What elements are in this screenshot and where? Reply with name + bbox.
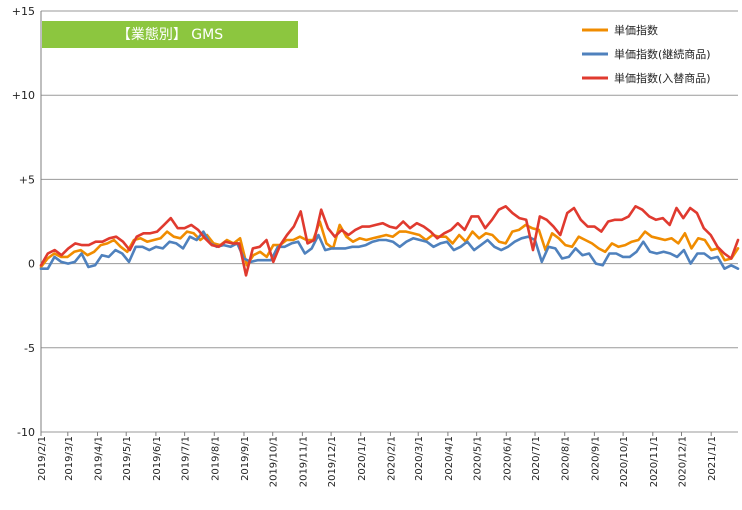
x-tick-label: 2019/6/1 bbox=[152, 436, 163, 481]
x-tick-label: 2019/3/1 bbox=[64, 436, 75, 481]
x-tick-label: 2020/7/1 bbox=[531, 436, 542, 481]
x-tick-label: 2019/12/1 bbox=[327, 436, 338, 487]
legend-label: 単価指数(継続商品) bbox=[614, 47, 711, 61]
chart-title-box: 【業態別】 GMS bbox=[42, 21, 298, 48]
x-tick-label: 2020/1/1 bbox=[357, 436, 368, 481]
x-tick-label: 2020/5/1 bbox=[473, 436, 484, 481]
series-line-1 bbox=[39, 220, 740, 269]
x-tick-label: 2021/1/1 bbox=[707, 436, 718, 481]
x-tick-label: 2020/2/1 bbox=[386, 436, 397, 481]
y-tick-label: +5 bbox=[19, 173, 35, 186]
x-tick-label: 2020/3/1 bbox=[414, 436, 425, 481]
chart-title: 【業態別】 GMS bbox=[117, 27, 223, 43]
y-tick-label: -10 bbox=[17, 426, 35, 439]
x-tick-label: 2020/9/1 bbox=[590, 436, 601, 481]
x-axis: 2019/2/1 2019/3/1 2019/4/1 2019/5/1 2019/6/1… bbox=[37, 432, 718, 487]
y-tick-label: +15 bbox=[12, 5, 35, 18]
x-tick-label: 2019/2/1 bbox=[37, 436, 48, 481]
x-tick-label: 2020/8/1 bbox=[561, 436, 572, 481]
series-line-3 bbox=[39, 205, 740, 277]
x-tick-label: 2020/10/1 bbox=[619, 436, 630, 487]
x-tick-label: 2019/9/1 bbox=[240, 436, 251, 481]
title-background bbox=[42, 21, 298, 48]
x-tick-label: 2020/6/1 bbox=[502, 436, 513, 481]
x-tick-label: 2020/4/1 bbox=[444, 436, 455, 481]
legend-label: 単価指数 bbox=[614, 23, 658, 37]
x-tick-label: 2020/12/1 bbox=[678, 436, 689, 487]
x-tick-label: 2019/10/1 bbox=[269, 436, 280, 487]
grid bbox=[41, 10, 738, 433]
x-tick-label: 2019/7/1 bbox=[181, 436, 192, 481]
legend-label: 単価指数(入替商品) bbox=[614, 71, 711, 85]
x-tick-label: 2019/5/1 bbox=[122, 436, 133, 481]
y-tick-label: -5 bbox=[24, 342, 35, 355]
x-tick-label: 2019/11/1 bbox=[298, 436, 309, 487]
x-tick-label: 2020/11/1 bbox=[649, 436, 660, 487]
y-tick-label: 0 bbox=[28, 258, 35, 271]
x-tick-label: 2019/4/1 bbox=[93, 436, 104, 481]
series-lines bbox=[39, 205, 740, 277]
y-tick-label: +10 bbox=[12, 89, 35, 102]
y-axis: +15 +10 +5 0 -5 -10 bbox=[12, 5, 42, 439]
x-tick-label: 2019/8/1 bbox=[210, 436, 221, 481]
series-line-2 bbox=[39, 230, 740, 271]
